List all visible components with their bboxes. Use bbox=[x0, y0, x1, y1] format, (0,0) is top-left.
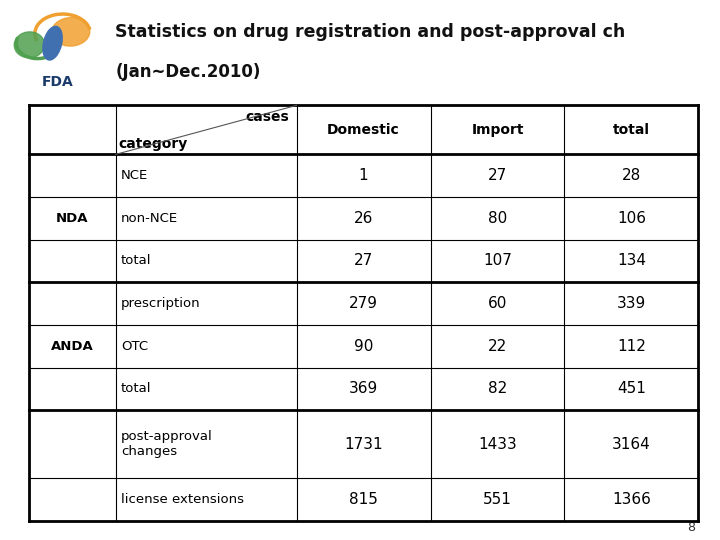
Text: 26: 26 bbox=[354, 211, 373, 226]
Text: cases: cases bbox=[246, 110, 289, 124]
Ellipse shape bbox=[14, 32, 45, 58]
Text: Import: Import bbox=[472, 123, 523, 137]
Text: category: category bbox=[119, 137, 188, 151]
Text: 90: 90 bbox=[354, 339, 373, 354]
Text: total: total bbox=[121, 254, 151, 267]
Text: 369: 369 bbox=[349, 381, 378, 396]
Text: 3164: 3164 bbox=[612, 437, 651, 452]
Text: total: total bbox=[613, 123, 650, 137]
Text: (Jan~Dec.2010): (Jan~Dec.2010) bbox=[115, 63, 261, 82]
Text: 1433: 1433 bbox=[478, 437, 517, 452]
Text: 60: 60 bbox=[488, 296, 507, 311]
Text: 112: 112 bbox=[617, 339, 646, 354]
Text: 106: 106 bbox=[617, 211, 646, 226]
Text: 82: 82 bbox=[488, 381, 507, 396]
Text: Statistics on drug registration and post-approval ch: Statistics on drug registration and post… bbox=[115, 23, 626, 41]
Text: 1731: 1731 bbox=[344, 437, 383, 452]
Text: 451: 451 bbox=[617, 381, 646, 396]
Text: 28: 28 bbox=[622, 168, 641, 183]
Text: 1: 1 bbox=[359, 168, 369, 183]
Ellipse shape bbox=[52, 18, 90, 46]
Text: ANDA: ANDA bbox=[51, 340, 94, 353]
Text: 815: 815 bbox=[349, 492, 378, 507]
Text: 22: 22 bbox=[488, 339, 507, 354]
Text: 339: 339 bbox=[617, 296, 646, 311]
Text: Domestic: Domestic bbox=[327, 123, 400, 137]
Text: 27: 27 bbox=[354, 253, 373, 268]
Text: NDA: NDA bbox=[56, 212, 89, 225]
Text: 279: 279 bbox=[349, 296, 378, 311]
Text: 134: 134 bbox=[617, 253, 646, 268]
Text: 1366: 1366 bbox=[612, 492, 651, 507]
Text: 80: 80 bbox=[488, 211, 507, 226]
Text: 8: 8 bbox=[687, 521, 695, 534]
Text: post-approval
changes: post-approval changes bbox=[121, 430, 212, 458]
Text: FDA: FDA bbox=[42, 75, 73, 89]
Text: 27: 27 bbox=[488, 168, 507, 183]
Text: non-NCE: non-NCE bbox=[121, 212, 178, 225]
Text: license extensions: license extensions bbox=[121, 493, 244, 507]
Text: 107: 107 bbox=[483, 253, 512, 268]
Text: OTC: OTC bbox=[121, 340, 148, 353]
Text: prescription: prescription bbox=[121, 297, 200, 310]
Text: 551: 551 bbox=[483, 492, 512, 507]
Text: total: total bbox=[121, 382, 151, 395]
Ellipse shape bbox=[43, 26, 62, 60]
Text: NCE: NCE bbox=[121, 169, 148, 182]
